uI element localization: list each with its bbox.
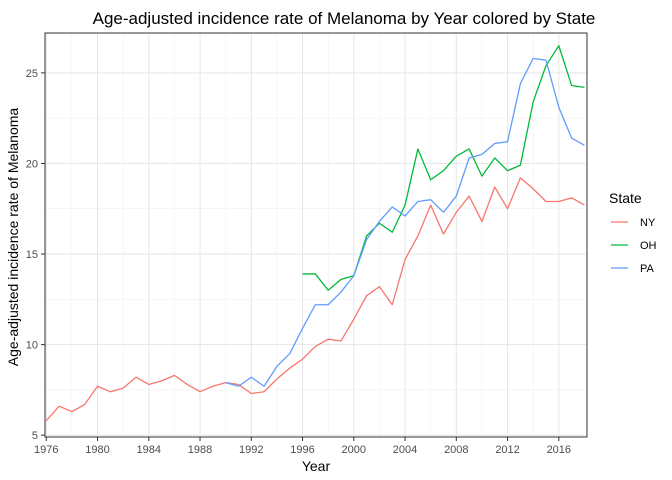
y-axis-title: Age-adjusted incidence rate of Melanoma xyxy=(5,108,21,367)
x-tick-label: 1976 xyxy=(34,444,58,456)
y-tick-label: 15 xyxy=(26,249,38,261)
x-tick-label: 1992 xyxy=(239,444,263,456)
x-tick-label: 1984 xyxy=(137,444,161,456)
x-tick-label: 2004 xyxy=(393,444,417,456)
x-axis-title: Year xyxy=(302,458,331,474)
series-line-pa xyxy=(225,57,585,387)
legend-title: State xyxy=(609,190,642,206)
x-axis: 1976 1980 1984 1988 1992 1996 2000 2004 2008 2012… xyxy=(34,437,571,456)
legend-label-ny: NY xyxy=(640,217,656,229)
x-tick-label: 1996 xyxy=(290,444,314,456)
x-tick-label: 2000 xyxy=(342,444,366,456)
y-tick-label: 20 xyxy=(26,158,38,170)
chart-title: Age-adjusted incidence rate of Melanoma … xyxy=(93,9,596,28)
legend-label-pa: PA xyxy=(640,263,655,275)
series-layer xyxy=(45,45,585,422)
x-tick-label: 1980 xyxy=(85,444,109,456)
y-tick-label: 5 xyxy=(32,430,38,442)
panel-border xyxy=(44,32,588,438)
plot-panel xyxy=(44,32,588,438)
y-axis: 5 10 15 20 25 xyxy=(26,68,45,442)
y-tick-label: 10 xyxy=(26,340,38,352)
y-tick-label: 25 xyxy=(26,68,38,80)
x-tick-label: 2008 xyxy=(444,444,468,456)
legend: State NY OH PA xyxy=(609,190,657,275)
x-tick-label: 1988 xyxy=(188,444,212,456)
series-line-oh xyxy=(302,45,585,291)
legend-label-oh: OH xyxy=(640,240,657,252)
series-line-ny xyxy=(45,177,585,422)
x-tick-label: 2012 xyxy=(495,444,519,456)
x-tick-label: 2016 xyxy=(547,444,571,456)
